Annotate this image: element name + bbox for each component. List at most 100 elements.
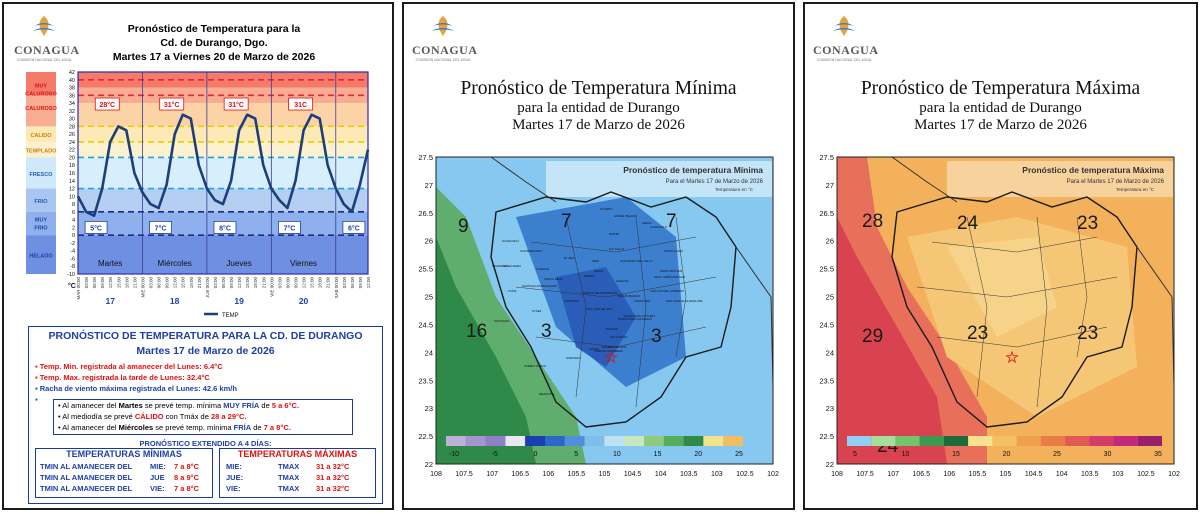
y-tick-label: 22.5	[418, 432, 433, 441]
detail-2: • Al mediodía se prevé CÁLIDO con Tmáx d…	[58, 412, 247, 421]
min-title: TEMPERATURAS MÍNIMAS	[66, 449, 182, 459]
category-band	[26, 141, 56, 158]
y-tick-label: 4	[72, 218, 75, 224]
category-label: CALUROSO	[25, 91, 57, 97]
municipality-label: SIMÓN BOLÍVAR	[660, 268, 682, 273]
max-label-box	[223, 97, 249, 111]
municipality-label: CANATLÁN	[564, 299, 579, 303]
x-tick-label: 105	[599, 471, 611, 478]
municipality-label: PEÑÓN BLANCO	[618, 293, 641, 298]
subtitle-2: Martes 17 de Marzo de 2026	[512, 117, 685, 133]
detail-1: • Al amanecer del Martes se prevé temp. …	[58, 401, 300, 410]
contour-label: 16	[466, 321, 487, 342]
x-tick-label: MAR 00:00	[76, 277, 81, 300]
municipality-label: RODEO	[584, 274, 595, 278]
y-tick-label: -4	[70, 249, 75, 255]
legend-swatch	[1089, 436, 1114, 446]
legend-swatch	[545, 436, 565, 446]
legend-tick-label: 15	[654, 451, 662, 458]
x-tick-label: 105.5	[969, 471, 987, 478]
title-line-3: Martes 17 a Viernes 20 de Marzo de 2026	[112, 51, 316, 63]
y-tick-label: 23.5	[418, 376, 433, 385]
x-tick-label: 21:00	[132, 277, 137, 289]
y-tick-label: 27.5	[819, 153, 834, 162]
legend-tick-label: 30	[1104, 451, 1112, 458]
municipality-label: TOPIA	[508, 289, 516, 293]
category-band	[26, 157, 56, 189]
x-tick-label: 105.5	[568, 471, 586, 478]
subtitle-1: para la entidad de Durango	[919, 100, 1082, 116]
y-tick-label: 30	[69, 117, 75, 123]
legend-swatch	[584, 436, 605, 446]
legend-tick-label: 10	[902, 451, 910, 458]
contour-label: 23	[967, 323, 988, 344]
map-unit: Temperatura en °C	[715, 187, 754, 192]
conagua-logo: CONAGUA COMISIÓN NACIONAL DEL AGUA	[412, 14, 477, 62]
day-number: 18	[170, 296, 180, 306]
category-band	[26, 126, 56, 142]
x-tick-label: 103.5	[680, 471, 698, 478]
day-label: Miércoles	[158, 259, 192, 268]
municipality-label: OCAMPO	[600, 207, 613, 211]
map-subtitle: Para el Martes 17 de Marzo de 2026	[666, 179, 764, 185]
min-label-box	[342, 220, 366, 234]
day-label: Viernes	[290, 259, 317, 268]
y-tick-label: 8	[72, 202, 75, 208]
detail-3: • Al amanecer del Miércoles se prevé tem…	[58, 423, 291, 432]
legend-swatch	[1137, 436, 1162, 446]
y-tick-label: 24	[425, 348, 433, 357]
municipal-border	[931, 236, 1098, 253]
y-tick-label: 32	[69, 109, 75, 115]
y-tick-label: 25.5	[418, 265, 433, 274]
state-outline	[490, 191, 737, 428]
max-temp-label: 31°C	[164, 101, 180, 109]
category-label: CALIDO	[30, 133, 52, 139]
municipality-label: SAN JUAN DEL RÍO	[586, 307, 613, 311]
legend-swatch	[624, 436, 644, 446]
min-temp-map: Pronóstico de temperatura Mínima Para el …	[418, 153, 779, 478]
x-tick-label: 06:00	[221, 277, 226, 289]
contour-label: 29	[862, 326, 883, 347]
y-tick-label: 38	[69, 86, 75, 92]
x-tick-label: 06:00	[157, 277, 162, 289]
min-label-box	[84, 220, 108, 234]
min-label-box	[149, 220, 172, 234]
x-tick-label: 12:00	[237, 277, 242, 289]
y-tick-label: 22	[826, 460, 834, 469]
y-tick-label: 27	[425, 181, 433, 190]
category-band	[26, 95, 56, 127]
map-title-panel	[947, 161, 1173, 197]
legend-tick-label: 5	[853, 451, 857, 458]
forecast-details-box: • Al amanecer del Martes se prevé temp. …	[53, 399, 353, 435]
logo-subtitle: COMISIÓN NACIONAL DEL AGUA	[415, 58, 471, 62]
legend-swatch	[943, 436, 969, 446]
x-tick-label: 104.5	[624, 471, 642, 478]
municipality-label: OTÁEZ	[532, 309, 542, 313]
temp-band	[78, 235, 368, 274]
legend-swatch	[505, 436, 526, 446]
municipal-border	[936, 326, 1108, 348]
x-tick-label: 103.5	[1081, 471, 1099, 478]
x-tick-label: 103	[1112, 471, 1124, 478]
x-tick-label: 106	[943, 471, 955, 478]
y-tick-label: 25.5	[819, 265, 834, 274]
contour-label: 28	[862, 211, 883, 232]
city-forecast-panel: CONAGUA COMISIÓN NACIONAL DEL AGUA Pronó…	[2, 2, 394, 510]
map-frame	[435, 156, 774, 465]
min-temp-label: 7°C	[155, 224, 167, 232]
x-tick-label: 104	[1056, 471, 1068, 478]
y-tick-label: 26.5	[418, 209, 433, 218]
max-row-day: MIE:	[226, 462, 242, 471]
x-tick-label: 15:00	[310, 277, 315, 289]
map-title: Pronóstico de temperatura Mínima	[623, 165, 763, 175]
category-label: FRIO	[34, 226, 48, 232]
municipality-label: CUENCAMÉ	[634, 298, 650, 303]
legend-tick-label: 20	[1003, 451, 1011, 458]
subtitle-2: Martes 17 de Marzo de 2026	[914, 117, 1087, 133]
y-tick-label: 24.5	[418, 320, 433, 329]
x-tick-label: 18:00	[318, 277, 323, 289]
legend-swatch	[871, 436, 896, 446]
x-tick-label: 102.5	[1137, 471, 1155, 478]
category-label: MUY	[35, 83, 48, 89]
municipality-label: HIDALGO	[616, 279, 629, 283]
